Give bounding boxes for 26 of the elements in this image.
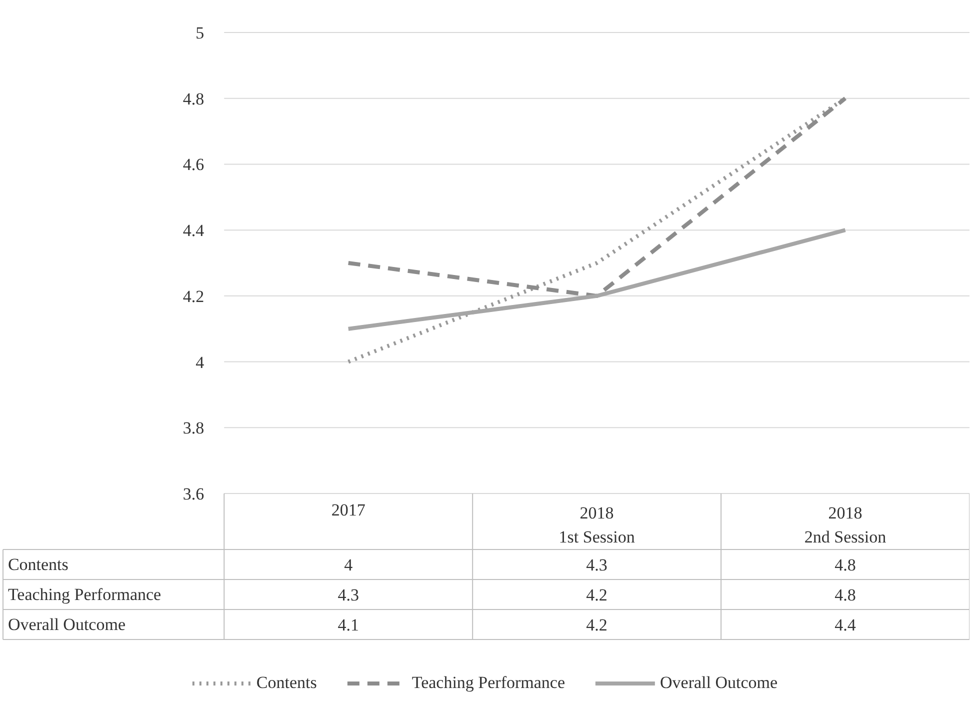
- x-tick-label: 2018 2nd Session: [804, 504, 887, 546]
- data-label: 4.1: [338, 616, 359, 634]
- y-tick-label: 3.6: [182, 484, 204, 504]
- y-tick-label: 5: [196, 24, 204, 42]
- data-label: 4.3: [338, 586, 359, 604]
- y-tick-label: 4.8: [182, 89, 204, 108]
- y-tick-label: 4: [196, 352, 205, 372]
- x-tick-label: 2017: [331, 500, 366, 520]
- data-label: 4: [344, 556, 354, 574]
- y-tick-label: 4.4: [182, 221, 205, 240]
- y-tick-label: 4.6: [182, 155, 204, 174]
- legend-label: Teaching Performance: [412, 673, 566, 693]
- legend-label: Contents: [256, 673, 317, 693]
- legend-label: Overall Outcome: [660, 673, 778, 693]
- text: Contents: [8, 555, 68, 574]
- x-tick-label: 2018 1st Session: [558, 504, 636, 546]
- data-label: 4.8: [834, 556, 856, 574]
- data-label: 4.3: [586, 556, 608, 574]
- text: Teaching Performance: [8, 585, 162, 604]
- text: Overall Outcome: [8, 615, 126, 634]
- data-label: 4.4: [834, 616, 856, 634]
- data-label: 4.8: [834, 586, 856, 604]
- data-label: 4.2: [586, 586, 608, 604]
- y-tick-label: 3.8: [182, 418, 204, 438]
- data-label: 4.2: [586, 616, 608, 634]
- y-tick-label: 4.2: [182, 286, 204, 306]
